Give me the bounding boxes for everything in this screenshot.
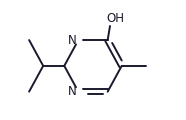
Text: N: N <box>68 34 77 47</box>
Text: OH: OH <box>107 12 125 25</box>
Text: N: N <box>68 85 77 98</box>
